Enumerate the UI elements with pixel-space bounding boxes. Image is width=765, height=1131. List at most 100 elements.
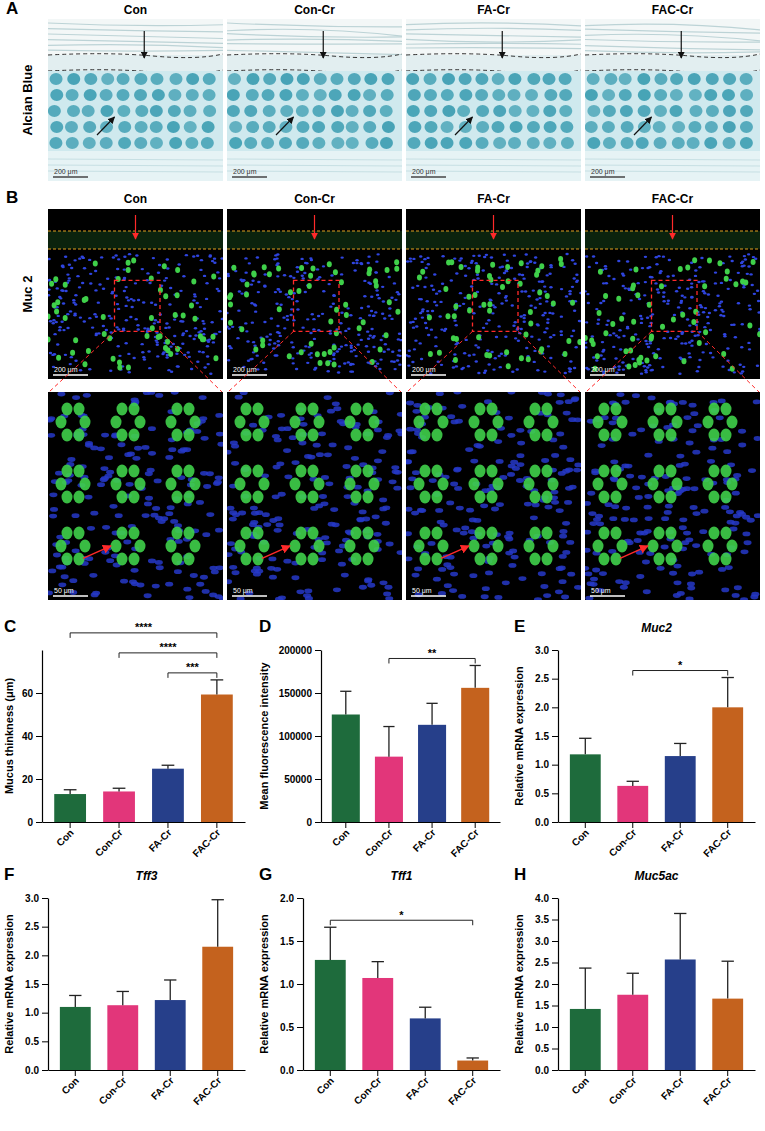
nucleus: [101, 433, 109, 438]
scale-bar-label: 200 μm: [412, 168, 436, 176]
goblet-cell: [276, 266, 281, 272]
nucleus: [167, 505, 175, 510]
nucleus: [101, 476, 109, 481]
nucleus: [142, 301, 145, 303]
goblet-cell: [740, 137, 753, 149]
lumen-streak: [406, 39, 581, 42]
goblet-cell: [117, 73, 130, 85]
nucleus: [488, 298, 491, 300]
nucleus: [337, 371, 340, 373]
nucleus: [199, 395, 207, 400]
goblet-cell: [548, 416, 559, 429]
goblet-cell: [229, 137, 242, 149]
nucleus: [529, 304, 532, 306]
goblet-cell: [185, 137, 198, 149]
goblet-cell: [296, 490, 307, 503]
goblet-cell: [299, 349, 304, 355]
goblet-cell: [414, 540, 425, 553]
goblet-cell: [168, 89, 181, 101]
nucleus: [196, 582, 204, 587]
nucleus: [264, 273, 267, 275]
nucleus: [556, 432, 564, 437]
nucleus: [306, 318, 309, 320]
nucleus: [329, 443, 337, 448]
lumen-streak: [585, 29, 760, 33]
goblet-cell: [704, 89, 717, 101]
nucleus: [424, 276, 427, 278]
nucleus: [200, 259, 203, 261]
nucleus: [142, 356, 145, 358]
nucleus: [532, 289, 535, 291]
nucleus: [101, 550, 109, 555]
goblet-cell: [312, 105, 325, 117]
scale-bar: [232, 595, 267, 597]
goblet-cell: [369, 416, 380, 429]
goblet-cell: [452, 313, 457, 319]
nucleus: [571, 259, 574, 261]
goblet-cell: [621, 121, 634, 133]
nucleus: [70, 267, 73, 269]
nucleus: [543, 331, 546, 333]
goblet-cell: [235, 416, 246, 429]
arrow: [493, 215, 494, 239]
nucleus: [58, 296, 61, 298]
nucleus: [516, 453, 524, 458]
goblet-cell: [638, 89, 651, 101]
nucleus: [514, 321, 517, 323]
nucleus: [359, 317, 362, 319]
nucleus: [578, 320, 581, 322]
nucleus: [398, 355, 401, 357]
nucleus: [256, 256, 259, 258]
nucleus: [203, 328, 206, 330]
nucleus: [455, 324, 458, 326]
goblet-cell: [559, 89, 572, 101]
nucleus: [549, 336, 552, 338]
goblet-cell: [190, 416, 201, 429]
goblet-cell: [475, 264, 480, 270]
goblet-cell: [172, 403, 183, 416]
goblet-cell: [654, 73, 667, 85]
nucleus: [57, 392, 65, 396]
nucleus: [117, 258, 120, 260]
nucleus: [276, 288, 279, 290]
nucleus: [535, 298, 538, 300]
goblet-cell: [385, 267, 390, 273]
nucleus: [525, 253, 528, 255]
nucleus: [340, 256, 343, 258]
nucleus: [428, 541, 436, 546]
goblet-cell: [162, 263, 167, 269]
nucleus: [282, 316, 285, 318]
nucleus: [414, 566, 422, 571]
goblet-cell: [74, 403, 85, 416]
nucleus: [543, 312, 546, 314]
epithelium: [406, 71, 581, 151]
nucleus: [314, 367, 317, 369]
nucleus: [102, 525, 110, 530]
nucleus: [125, 319, 128, 321]
nucleus: [495, 283, 498, 285]
nucleus: [206, 363, 209, 365]
nucleus: [127, 299, 130, 301]
goblet-cell: [172, 465, 183, 478]
goblet-cell: [74, 428, 85, 441]
goblet-cell: [328, 349, 333, 355]
nucleus: [369, 334, 372, 336]
goblet-cell: [417, 275, 422, 281]
lumen-streak: [227, 34, 402, 38]
nucleus: [53, 553, 61, 558]
nucleus: [430, 328, 433, 330]
nucleus: [327, 370, 330, 372]
nucleus: [231, 444, 239, 449]
nucleus: [144, 502, 152, 507]
nucleus: [497, 292, 500, 294]
nucleus: [460, 368, 463, 370]
epithelium: [227, 71, 402, 151]
nucleus: [300, 258, 303, 260]
goblet-cell: [181, 312, 186, 318]
nucleus: [68, 264, 71, 266]
nucleus: [567, 572, 575, 577]
nucleus: [534, 256, 537, 258]
nucleus: [511, 555, 519, 560]
nucleus: [469, 518, 477, 523]
goblet-cell: [287, 353, 292, 359]
